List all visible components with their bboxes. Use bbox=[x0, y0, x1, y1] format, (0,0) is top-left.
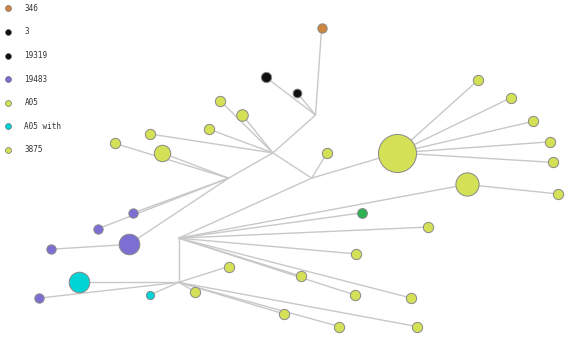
Point bbox=[157, 150, 167, 156]
Point bbox=[238, 112, 247, 118]
Point bbox=[335, 324, 344, 329]
Point bbox=[292, 90, 302, 96]
Point bbox=[34, 295, 43, 301]
Point bbox=[47, 246, 56, 252]
Point bbox=[357, 210, 366, 216]
Point bbox=[407, 295, 416, 301]
Text: 19319: 19319 bbox=[24, 51, 47, 60]
Text: A05 with: A05 with bbox=[24, 122, 61, 131]
Point bbox=[462, 182, 471, 187]
Point bbox=[204, 126, 214, 132]
Text: 3875: 3875 bbox=[24, 146, 43, 154]
Point bbox=[14, 42, 24, 48]
Point bbox=[111, 141, 120, 146]
Point bbox=[323, 150, 332, 156]
Point bbox=[14, 106, 24, 112]
Point bbox=[296, 273, 305, 279]
Point bbox=[261, 74, 270, 80]
Text: 346: 346 bbox=[24, 4, 38, 13]
Point bbox=[129, 210, 138, 216]
Point bbox=[545, 139, 555, 145]
Point bbox=[145, 131, 155, 137]
Text: A05: A05 bbox=[24, 98, 38, 107]
Point bbox=[412, 324, 422, 329]
Point bbox=[14, 128, 24, 134]
Text: 19483: 19483 bbox=[24, 75, 47, 84]
Point bbox=[145, 292, 155, 298]
Point bbox=[124, 241, 133, 247]
Point bbox=[351, 251, 361, 257]
Point bbox=[224, 264, 233, 270]
Point bbox=[74, 280, 83, 285]
Point bbox=[14, 64, 24, 69]
Point bbox=[529, 119, 538, 124]
Point bbox=[215, 98, 225, 104]
Point bbox=[554, 191, 563, 197]
Point bbox=[14, 85, 24, 91]
Point bbox=[393, 150, 402, 156]
Point bbox=[473, 77, 482, 83]
Point bbox=[350, 292, 360, 298]
Point bbox=[190, 289, 200, 295]
Text: 3: 3 bbox=[24, 27, 29, 36]
Point bbox=[423, 224, 433, 230]
Point bbox=[14, 21, 24, 26]
Point bbox=[548, 160, 558, 165]
Point bbox=[94, 226, 103, 231]
Point bbox=[507, 95, 516, 100]
Point bbox=[14, 149, 24, 155]
Point bbox=[317, 25, 327, 31]
Point bbox=[279, 311, 288, 317]
